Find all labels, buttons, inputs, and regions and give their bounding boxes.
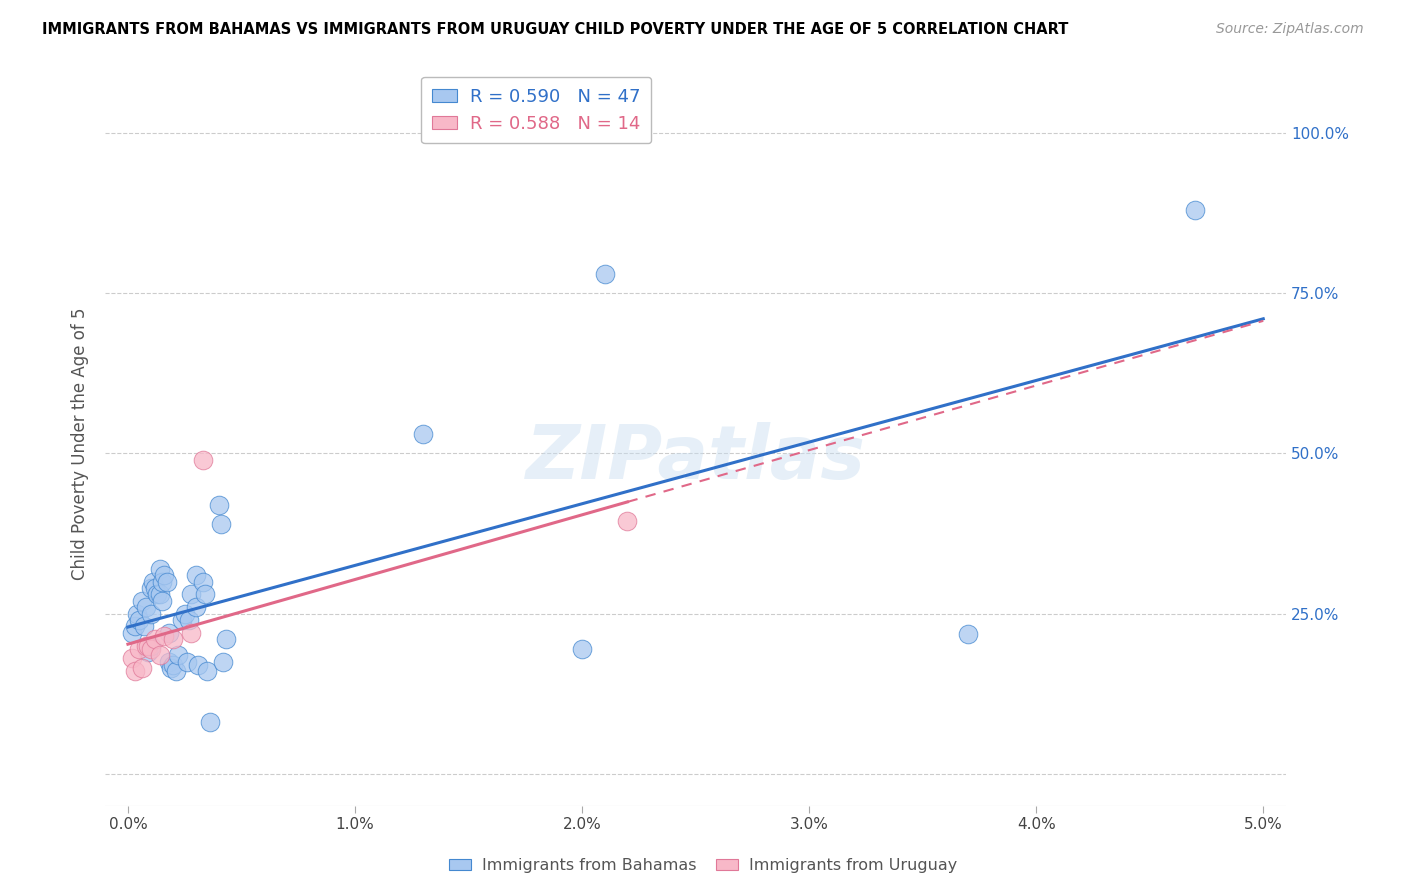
Point bbox=[157, 625, 180, 640]
Point bbox=[957, 627, 980, 641]
Legend: R = 0.590   N = 47, R = 0.588   N = 14: R = 0.590 N = 47, R = 0.588 N = 14 bbox=[422, 77, 651, 144]
Point bbox=[167, 648, 190, 662]
Point bbox=[121, 651, 143, 665]
Point bbox=[165, 664, 187, 678]
Point bbox=[180, 587, 202, 601]
Point bbox=[139, 581, 162, 595]
Point bbox=[125, 607, 148, 621]
Point bbox=[128, 641, 150, 656]
Point bbox=[135, 600, 157, 615]
Point bbox=[142, 574, 165, 589]
Text: ZIPatlas: ZIPatlas bbox=[526, 422, 866, 495]
Point bbox=[571, 641, 593, 656]
Point bbox=[138, 639, 160, 653]
Y-axis label: Child Poverty Under the Age of 5: Child Poverty Under the Age of 5 bbox=[72, 308, 89, 580]
Point bbox=[139, 607, 162, 621]
Legend: Immigrants from Bahamas, Immigrants from Uruguay: Immigrants from Bahamas, Immigrants from… bbox=[441, 852, 965, 880]
Point bbox=[128, 613, 150, 627]
Point bbox=[153, 629, 176, 643]
Point bbox=[214, 632, 236, 647]
Point bbox=[143, 581, 166, 595]
Point bbox=[1184, 203, 1206, 218]
Point bbox=[412, 427, 434, 442]
Point bbox=[162, 657, 184, 672]
Point bbox=[150, 574, 173, 589]
Point bbox=[138, 645, 160, 659]
Point bbox=[184, 600, 207, 615]
Point bbox=[180, 625, 202, 640]
Point bbox=[143, 632, 166, 647]
Point bbox=[208, 498, 231, 512]
Point bbox=[131, 661, 153, 675]
Point bbox=[149, 587, 172, 601]
Point bbox=[153, 568, 176, 582]
Point bbox=[160, 661, 183, 675]
Point bbox=[172, 613, 194, 627]
Point bbox=[149, 648, 172, 662]
Point bbox=[157, 655, 180, 669]
Point bbox=[593, 267, 616, 281]
Point bbox=[198, 715, 221, 730]
Point bbox=[179, 613, 201, 627]
Point bbox=[139, 639, 162, 653]
Point bbox=[194, 587, 217, 601]
Point bbox=[187, 657, 209, 672]
Point bbox=[162, 632, 184, 647]
Point bbox=[191, 453, 214, 467]
Point bbox=[191, 574, 214, 589]
Point bbox=[209, 516, 232, 531]
Point bbox=[146, 587, 169, 601]
Point bbox=[149, 562, 172, 576]
Point bbox=[135, 639, 157, 653]
Point bbox=[131, 593, 153, 607]
Point bbox=[121, 625, 143, 640]
Point bbox=[132, 619, 155, 633]
Text: Source: ZipAtlas.com: Source: ZipAtlas.com bbox=[1216, 22, 1364, 37]
Point bbox=[616, 514, 638, 528]
Point bbox=[176, 655, 198, 669]
Point bbox=[155, 574, 177, 589]
Point bbox=[139, 641, 162, 656]
Point bbox=[150, 593, 173, 607]
Point bbox=[197, 664, 219, 678]
Text: IMMIGRANTS FROM BAHAMAS VS IMMIGRANTS FROM URUGUAY CHILD POVERTY UNDER THE AGE O: IMMIGRANTS FROM BAHAMAS VS IMMIGRANTS FR… bbox=[42, 22, 1069, 37]
Point bbox=[173, 607, 195, 621]
Point bbox=[124, 664, 146, 678]
Point bbox=[212, 655, 235, 669]
Point bbox=[184, 568, 207, 582]
Point bbox=[124, 619, 146, 633]
